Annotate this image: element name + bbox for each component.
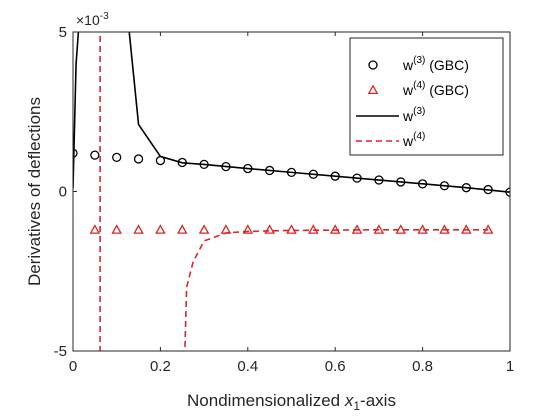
data-point-circle xyxy=(264,165,275,176)
y-exponent-prefix: ×10 xyxy=(76,12,100,28)
data-point-triangle xyxy=(133,224,144,234)
data-point-triangle xyxy=(373,224,385,234)
y-exponent-label: ×10-3 xyxy=(76,11,109,28)
data-point-triangle xyxy=(111,224,123,234)
data-point-circle xyxy=(505,187,510,197)
x-axis-label-var: x xyxy=(344,391,354,410)
data-point-triangle xyxy=(460,224,472,234)
data-point-circle xyxy=(133,154,144,164)
data-point-triangle xyxy=(286,224,297,234)
data-point-triangle xyxy=(351,224,363,234)
x-axis-label: Nondimensionalized x1-axis xyxy=(187,391,396,413)
x-tick-label: 0.6 xyxy=(325,358,346,375)
series-line-3 xyxy=(73,32,510,193)
legend-label: w(3) (GBC) xyxy=(402,55,469,73)
legend-item: w(3) xyxy=(356,106,425,124)
data-point-circle xyxy=(90,150,100,160)
x-tick-label: 0.4 xyxy=(237,358,258,375)
y-tick-label: -5 xyxy=(54,343,67,360)
legend-marker-circle xyxy=(368,60,378,70)
data-point-triangle xyxy=(482,224,494,234)
data-point-triangle xyxy=(176,224,188,234)
legend-label: w(4) xyxy=(402,131,425,149)
data-point-circle xyxy=(112,152,122,163)
data-point-circle xyxy=(483,184,493,195)
legend-label: w(4) (GBC) xyxy=(402,80,469,98)
data-point-triangle xyxy=(242,224,254,234)
data-point-circle xyxy=(221,161,231,172)
x-tick-label: 0.2 xyxy=(150,358,171,375)
data-point-circle xyxy=(439,181,450,191)
data-point-circle xyxy=(155,155,166,166)
data-point-triangle xyxy=(89,224,101,234)
data-point-triangle xyxy=(220,224,232,234)
legend-item: w(3) (GBC) xyxy=(368,55,469,73)
data-point-triangle xyxy=(395,224,407,234)
series-line-4 xyxy=(184,228,489,351)
data-point-circle xyxy=(308,169,319,179)
data-point-circle xyxy=(352,173,362,183)
data-point-triangle xyxy=(329,224,341,234)
data-point-triangle xyxy=(264,224,275,234)
legend-box xyxy=(349,37,504,156)
legend-item: w(4) (GBC) xyxy=(367,80,469,98)
x-tick-label: 0 xyxy=(69,358,77,375)
legend: w(3) (GBC) w(4) (GBC) w(3) w(4) xyxy=(349,37,504,156)
data-point-triangle xyxy=(155,224,166,234)
y-tick-label: 0 xyxy=(59,184,67,201)
legend-items: w(3) (GBC) w(4) (GBC) w(3) w(4) xyxy=(356,55,469,149)
data-point-circle xyxy=(243,163,253,174)
data-point-circle xyxy=(177,157,187,168)
data-point-circle xyxy=(396,177,406,187)
x-tick-label: 0.8 xyxy=(412,358,433,375)
data-point-circle xyxy=(461,183,471,193)
data-point-circle xyxy=(286,167,297,178)
data-point-triangle xyxy=(308,224,319,234)
data-point-circle xyxy=(417,179,428,189)
data-point-circle xyxy=(374,175,384,185)
x-axis-label-suffix: -axis xyxy=(360,391,396,410)
legend-label: w(3) xyxy=(402,106,425,124)
x-axis-label-sub: 1 xyxy=(353,399,360,413)
data-point-triangle xyxy=(198,224,210,234)
y-exponent-power: -3 xyxy=(100,11,109,22)
y-axis-ticks: -5 0 5 xyxy=(54,24,510,360)
legend-item: w(4) xyxy=(356,131,425,149)
data-point-triangle xyxy=(417,224,428,234)
legend-marker-triangle xyxy=(367,84,379,95)
series-layer xyxy=(73,32,510,351)
data-point-circle xyxy=(330,171,340,181)
x-tick-label: 1 xyxy=(506,358,514,375)
data-point-triangle xyxy=(439,224,450,234)
x-axis-label-base: Nondimensionalized xyxy=(187,391,345,410)
data-point-circle xyxy=(73,148,78,158)
x-axis-ticks: 0 0.2 0.4 0.6 0.8 1 xyxy=(69,32,514,375)
y-tick-label: 5 xyxy=(59,24,67,41)
data-point-circle xyxy=(199,159,209,170)
y-axis-label: Derivatives of deflections xyxy=(25,97,44,286)
